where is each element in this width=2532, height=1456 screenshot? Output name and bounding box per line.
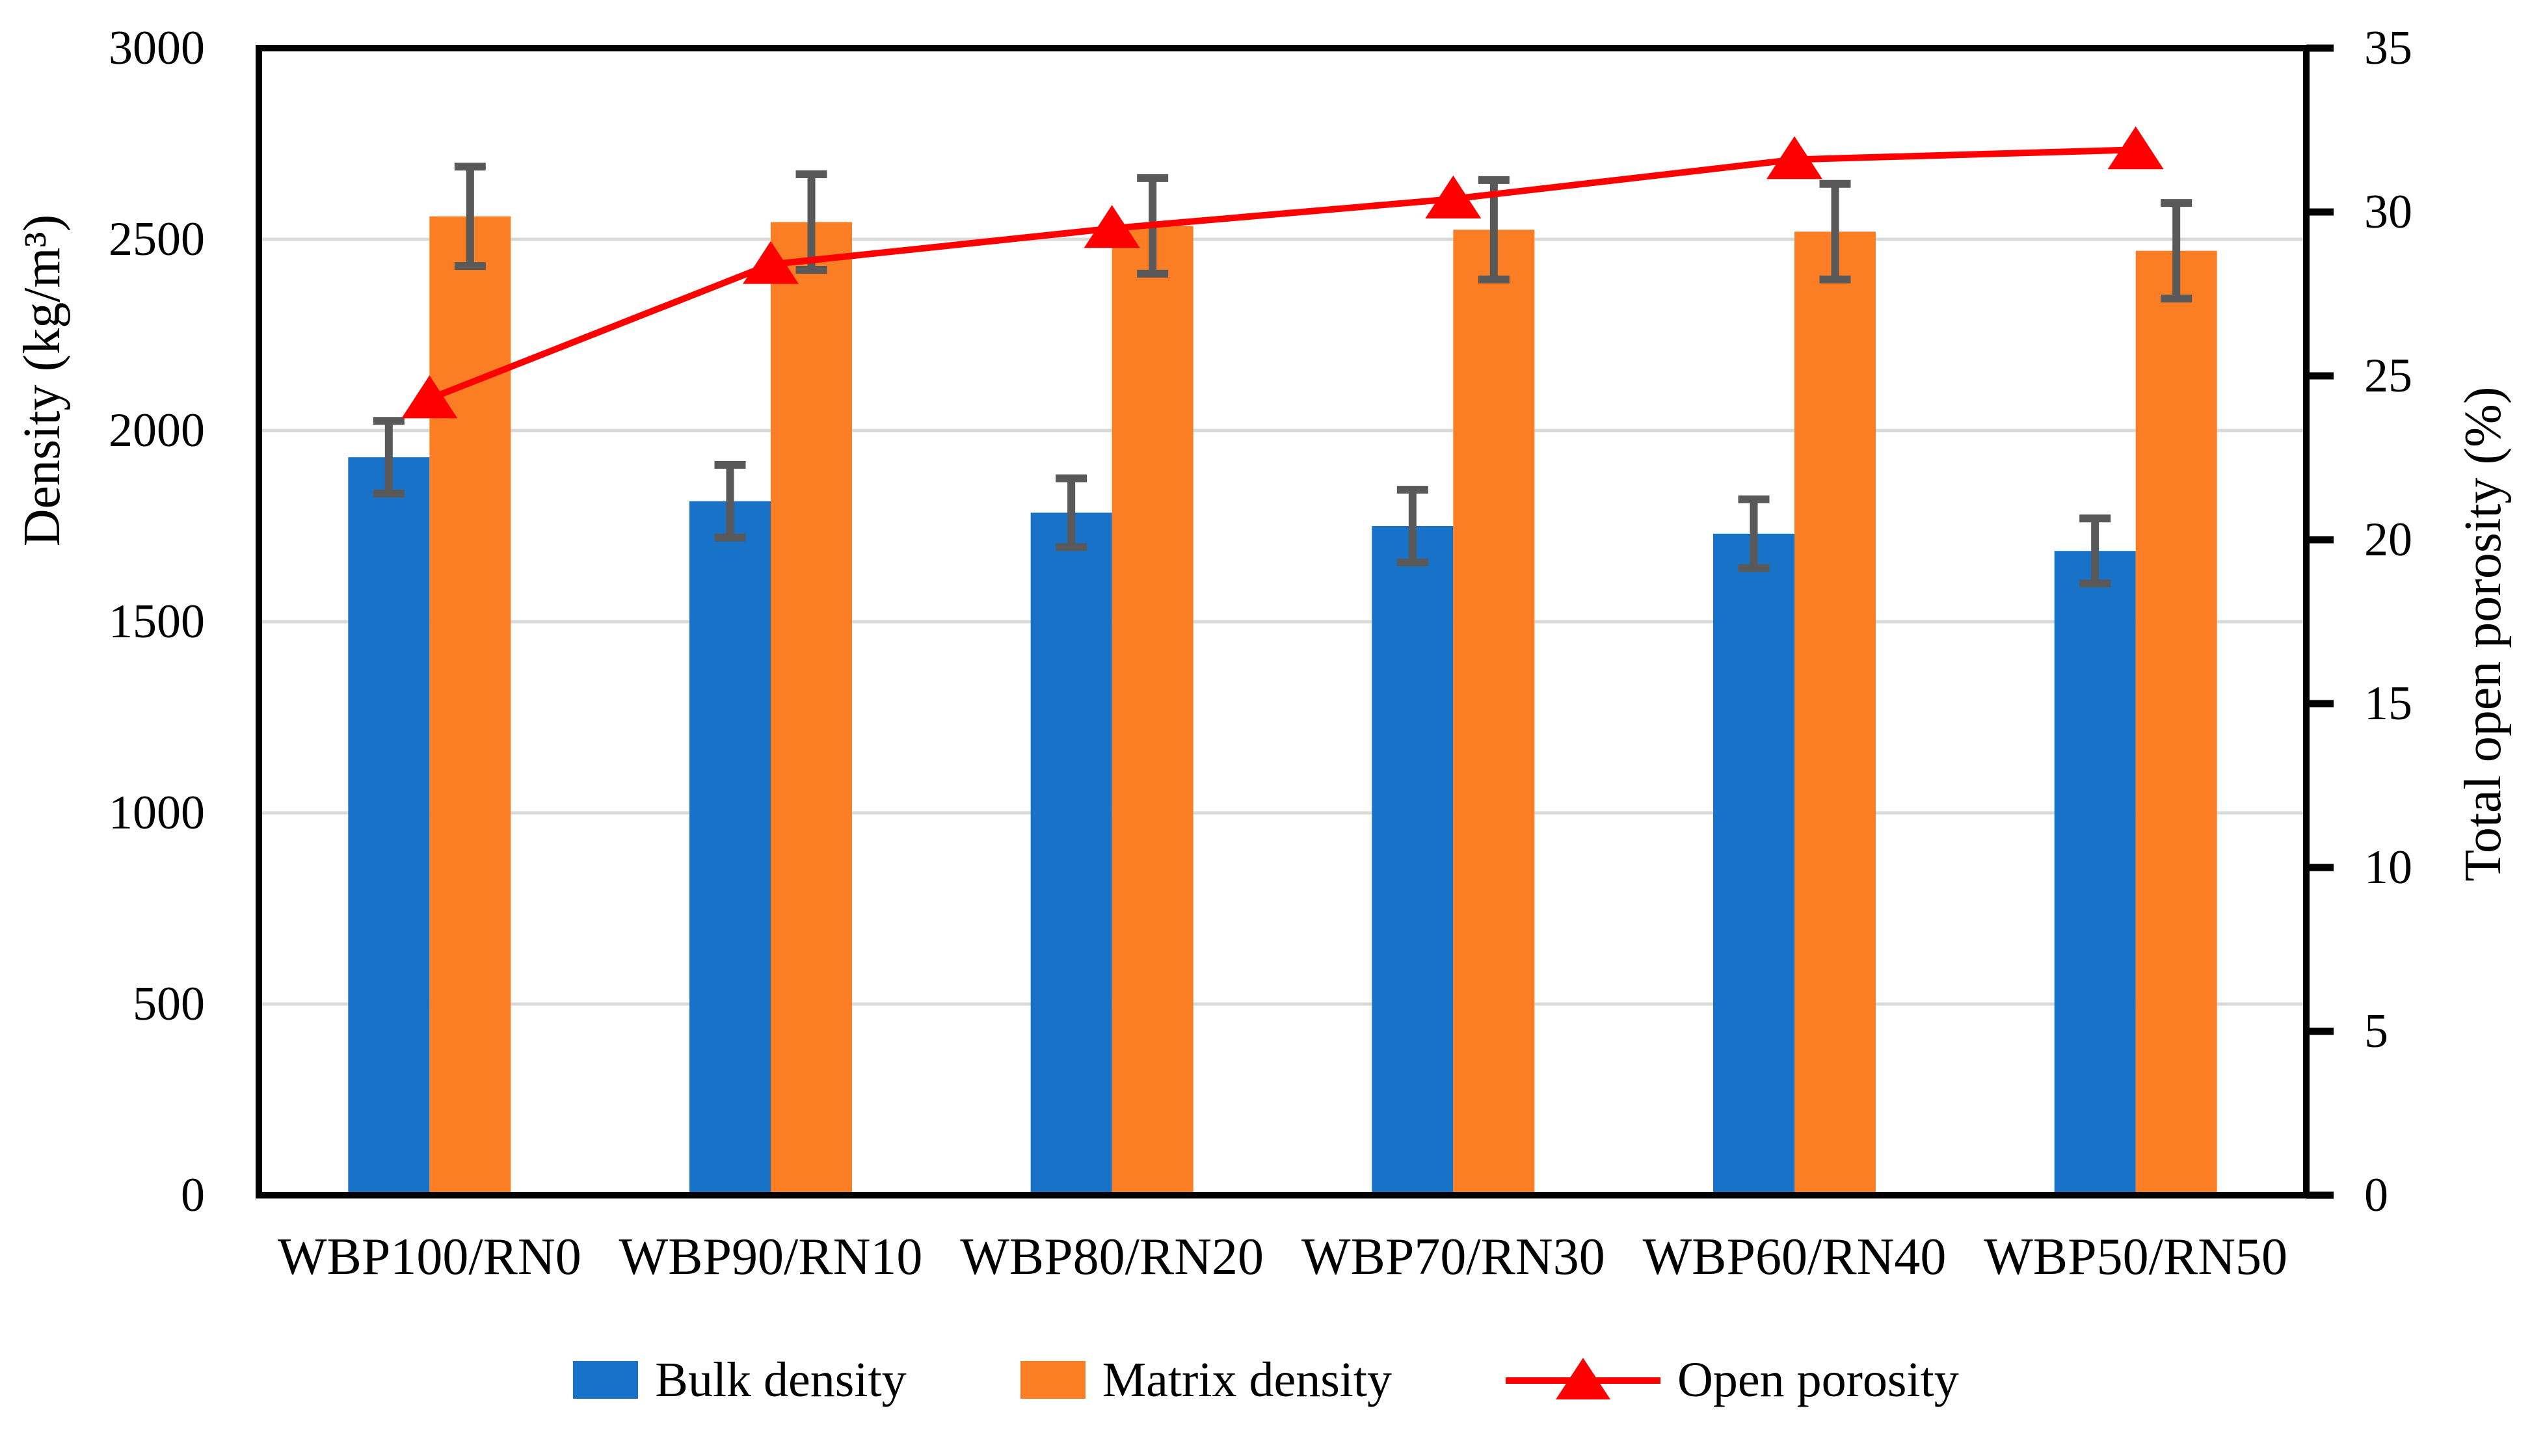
open-porosity-line-marker-icon xyxy=(1506,1354,1660,1406)
bulk-density-bar xyxy=(348,457,430,1196)
y-axis-tick-label: 0 xyxy=(181,1169,205,1222)
secondary-y-axis-tick-label: 5 xyxy=(2364,1005,2388,1058)
x-axis-category-label: WBP100/RN0 xyxy=(277,1228,581,1286)
matrix-density-bar xyxy=(771,222,852,1195)
matrix-density-bar xyxy=(1794,232,1876,1195)
open-porosity-marker xyxy=(1766,136,1822,179)
open-porosity-marker xyxy=(401,375,458,419)
plot-border xyxy=(256,45,2310,1198)
bulk-density-bar xyxy=(2054,551,2136,1195)
bulk-density-bar xyxy=(1030,512,1112,1196)
bulk-density-bar xyxy=(1713,533,1794,1195)
bulk-density-swatch-icon xyxy=(573,1361,639,1399)
secondary-y-axis-tick-label: 20 xyxy=(2364,513,2412,566)
x-axis-category-label: WBP70/RN30 xyxy=(1301,1228,1605,1286)
legend-label-open-porosity: Open porosity xyxy=(1677,1353,1959,1407)
y-axis-tick-label: 3000 xyxy=(109,21,205,75)
y-axis-tick-label: 500 xyxy=(133,977,205,1031)
legend-item-matrix-density: Matrix density xyxy=(1020,1347,1392,1412)
legend-item-bulk-density: Bulk density xyxy=(573,1347,907,1412)
x-axis-category-label: WBP90/RN10 xyxy=(619,1228,923,1286)
open-porosity-line xyxy=(428,146,2136,402)
matrix-density-bar xyxy=(1112,226,1193,1195)
y-axis-tick-label: 2000 xyxy=(109,404,205,457)
secondary-y-axis-tick-label: 0 xyxy=(2364,1169,2388,1222)
secondary-y-axis-tick-label: 30 xyxy=(2364,185,2412,239)
x-axis-category-label: WBP50/RN50 xyxy=(1984,1228,2288,1286)
matrix-density-swatch-icon xyxy=(1020,1361,1086,1399)
secondary-y-axis-tick-label: 15 xyxy=(2364,677,2412,730)
legend-label-matrix-density: Matrix density xyxy=(1102,1353,1392,1407)
open-porosity-marker xyxy=(2107,126,2164,170)
y-axis-tick-label: 1500 xyxy=(109,595,205,648)
y-axis-tick-label: 2500 xyxy=(109,213,205,266)
left-axis-title: Density (kg/m³) xyxy=(14,214,71,547)
right-axis-title: Total open porosity (%) xyxy=(2455,386,2512,882)
secondary-y-axis-tick-label: 25 xyxy=(2364,349,2412,403)
y-axis-tick-label: 1000 xyxy=(109,786,205,840)
bulk-density-bar xyxy=(1372,526,1454,1195)
open-porosity-marker xyxy=(1425,175,1482,218)
matrix-density-bar xyxy=(2135,250,2217,1195)
legend-label-bulk-density: Bulk density xyxy=(655,1353,907,1407)
x-axis-category-label: WBP80/RN20 xyxy=(960,1228,1264,1286)
legend-item-open-porosity: Open porosity xyxy=(1506,1347,1959,1412)
open-porosity-marker xyxy=(743,241,799,284)
secondary-y-axis-tick-label: 35 xyxy=(2364,21,2412,75)
secondary-y-axis-tick-label: 10 xyxy=(2364,841,2412,894)
x-axis-category-label: WBP60/RN40 xyxy=(1642,1228,1947,1286)
legend: Bulk density Matrix density Open porosit… xyxy=(0,1347,2532,1412)
matrix-density-bar xyxy=(429,216,511,1196)
matrix-density-bar xyxy=(1453,230,1535,1195)
bulk-density-bar xyxy=(689,501,771,1195)
open-porosity-marker xyxy=(1084,205,1140,248)
legend-triangle-icon xyxy=(1556,1358,1610,1399)
